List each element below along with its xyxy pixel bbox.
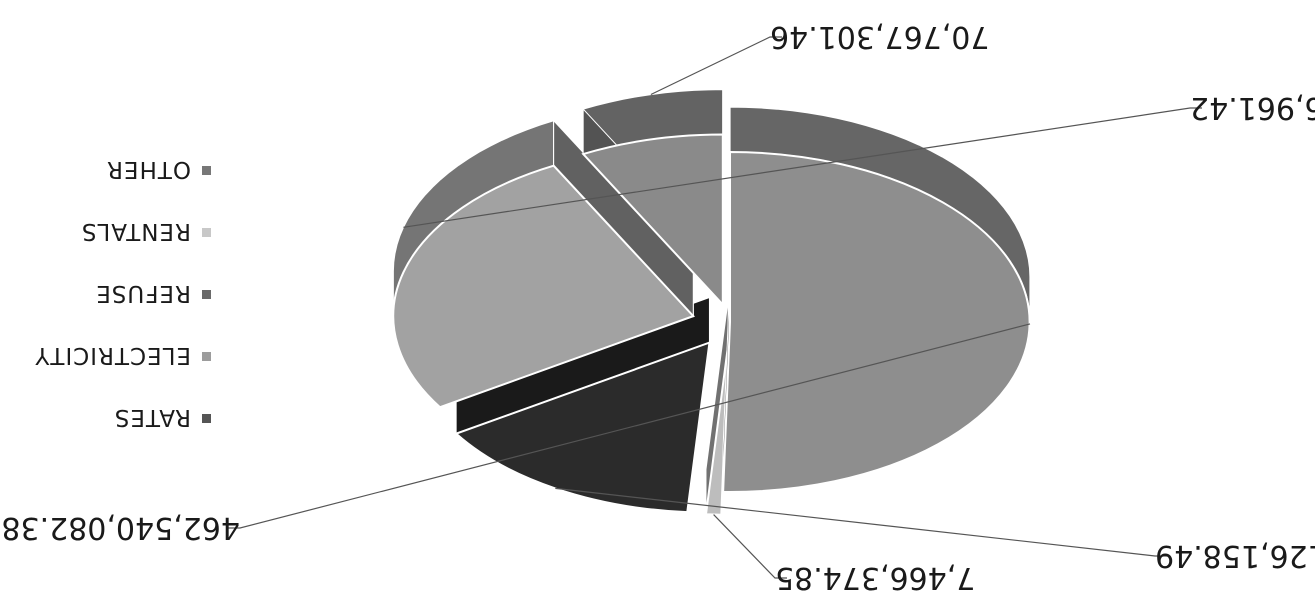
pie-slice-rates [722, 106, 1031, 493]
data-label-electricity: 7,466,374.85 [775, 560, 975, 595]
legend-label-electricity: ELECTRICITY [34, 342, 191, 368]
data-label-rentals: 241,476,961.42 [1190, 90, 1315, 125]
pie-slice-top-refuse [454, 341, 711, 514]
pie-slice-top-other [581, 133, 724, 308]
leader-line-electricity [713, 514, 787, 579]
leader-line-rates [228, 323, 1031, 529]
data-label-other: 70,767,301.46 [770, 19, 989, 54]
pie-slice-rentals [392, 119, 696, 409]
leader-line-rentals [403, 107, 1202, 228]
legend-swatch-electricity [202, 352, 211, 361]
legend-swatch-rates [202, 414, 211, 423]
pie-slice-top-rentals [392, 164, 696, 409]
legend: RATES ELECTRICITY REFUSE RENTALS OTHER [34, 156, 211, 430]
pie-slices [392, 88, 1031, 516]
leader-line-other [650, 36, 782, 96]
legend-swatch-other [202, 166, 211, 175]
data-labels: 462,540,082.38 7,466,374.85 136,126,158.49… [1, 19, 1315, 595]
legend-label-other: OTHER [106, 156, 191, 182]
pie-slice-other [581, 88, 724, 308]
legend-label-rentals: RENTALS [81, 218, 191, 244]
leader-line-refuse [555, 487, 1167, 557]
leader-lines [228, 36, 1202, 579]
legend-label-refuse: REFUSE [95, 280, 191, 306]
legend-label-rates: RATES [114, 404, 191, 430]
data-label-rates: 462,540,082.38 [1, 510, 240, 545]
legend-swatch-rentals [202, 228, 211, 237]
data-label-refuse: 136,126,158.49 [1155, 538, 1315, 573]
legend-swatch-refuse [202, 290, 211, 299]
pie-slice-top-electricity [704, 344, 730, 516]
